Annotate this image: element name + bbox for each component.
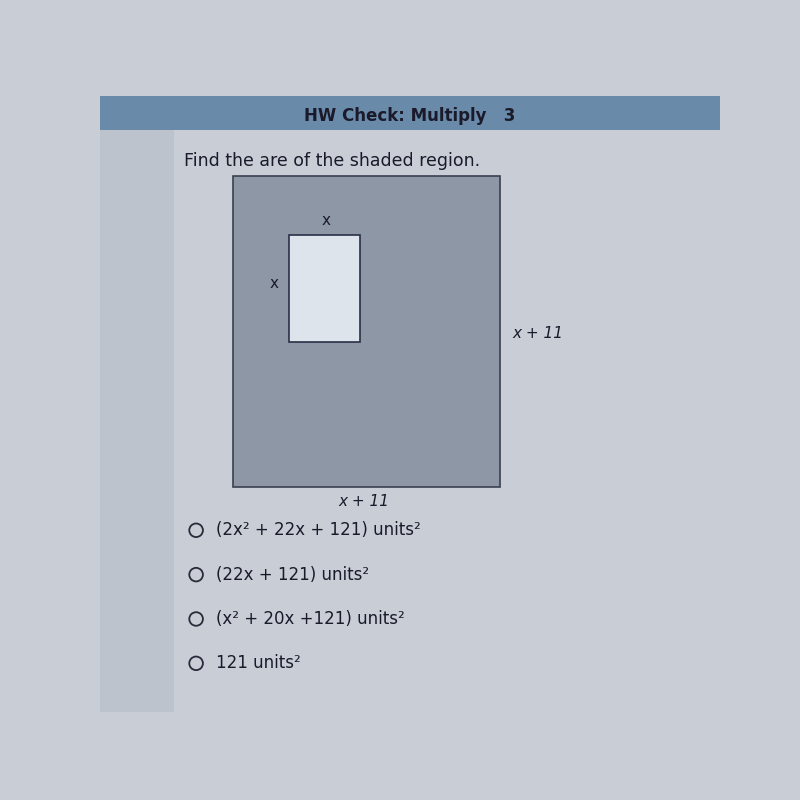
Text: 121 units²: 121 units² <box>216 654 301 672</box>
Text: Find the are of the shaded region.: Find the are of the shaded region. <box>184 152 480 170</box>
Bar <box>234 176 500 487</box>
Text: (22x + 121) units²: (22x + 121) units² <box>216 566 369 584</box>
Bar <box>100 96 720 130</box>
Text: (x² + 20x +121) units²: (x² + 20x +121) units² <box>216 610 405 628</box>
Text: (2x² + 22x + 121) units²: (2x² + 22x + 121) units² <box>216 522 421 539</box>
Bar <box>289 234 361 342</box>
Text: x + 11: x + 11 <box>512 326 563 341</box>
Text: x: x <box>270 276 278 291</box>
Text: x + 11: x + 11 <box>338 494 389 509</box>
Text: x: x <box>322 214 331 229</box>
Text: HW Check: Multiply   3: HW Check: Multiply 3 <box>304 106 516 125</box>
Bar <box>100 130 174 712</box>
